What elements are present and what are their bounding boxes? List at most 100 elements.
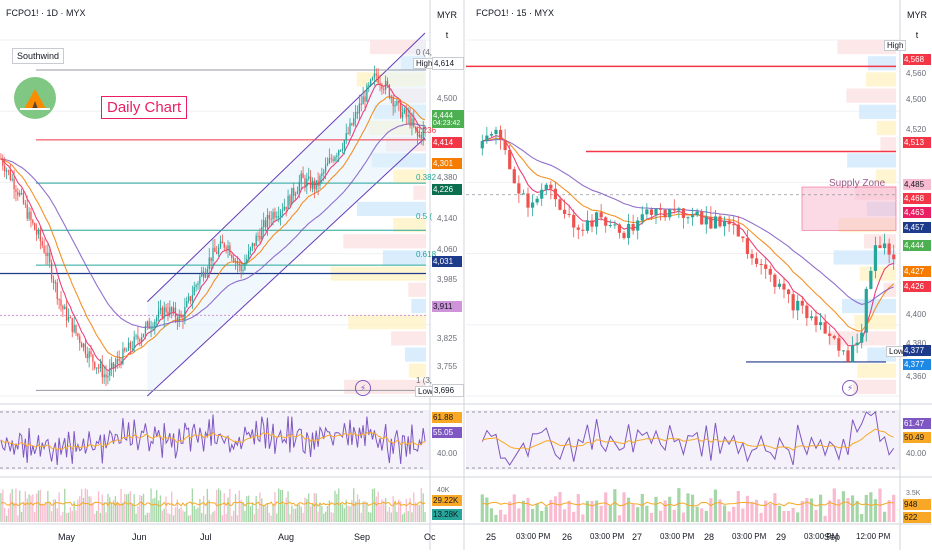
candle-body <box>37 230 40 235</box>
candle-body <box>285 206 287 210</box>
volume-bar <box>24 491 26 522</box>
candle-body <box>276 216 278 218</box>
volume-bar <box>339 502 342 522</box>
right-price-badge: 4,513 <box>903 137 931 148</box>
volume-bar <box>805 498 809 522</box>
candle-body <box>133 336 135 349</box>
volume-bar <box>88 496 90 522</box>
volume-bar <box>204 514 207 522</box>
candle-body <box>189 296 192 301</box>
right-vol-tick: 3.5K <box>906 490 921 497</box>
right-time-label: 12:00 PM <box>856 532 891 541</box>
candle-body <box>223 243 225 248</box>
volume-bar <box>28 494 30 522</box>
candle-body <box>97 367 100 369</box>
right-price-tick: 4,500 <box>906 95 927 104</box>
left-price-tick: 3,755 <box>437 362 458 371</box>
volume-bar <box>54 499 57 522</box>
volume-bar <box>409 498 411 522</box>
volume-bar <box>722 505 727 522</box>
candle-body <box>498 129 503 140</box>
volume-bar <box>424 511 426 522</box>
candle-body <box>90 351 92 355</box>
volume-bar <box>171 491 173 522</box>
volume-bar <box>796 512 800 522</box>
candle-body <box>154 321 156 328</box>
volume-bar <box>268 512 270 522</box>
candle-body <box>163 307 165 319</box>
candle-body <box>216 251 218 254</box>
volume-bar <box>244 510 246 522</box>
volume-bar <box>846 497 850 522</box>
left-lightning-icon[interactable]: ⚡ <box>355 380 371 396</box>
candle-body <box>99 363 102 369</box>
volume-bar <box>736 491 740 522</box>
candle-body <box>394 104 396 107</box>
candle-body <box>892 254 896 260</box>
volume-bar <box>26 498 28 522</box>
candle-body <box>364 96 366 102</box>
candle-body <box>201 271 203 277</box>
candle-body <box>405 109 407 117</box>
candle-body <box>204 273 207 278</box>
volume-bar <box>223 493 225 522</box>
candle-body <box>521 193 526 195</box>
candle-body <box>535 198 539 203</box>
volume-bar <box>489 508 494 522</box>
candle-body <box>182 317 184 320</box>
candle-body <box>30 211 32 221</box>
candle-body <box>791 294 795 311</box>
candle-body <box>668 209 672 218</box>
candle-body <box>268 214 270 219</box>
left-chart-panel: FCPO1! · 1D · MYX MYR t Southwind Daily … <box>0 0 466 550</box>
volume-bar <box>97 491 100 522</box>
daily-chart-annotation[interactable]: Daily Chart <box>101 96 188 119</box>
candle-body <box>293 187 295 196</box>
volume-bar <box>300 506 302 522</box>
candle-body <box>146 321 148 326</box>
volume-bar <box>415 502 417 522</box>
volume-bar <box>60 515 62 522</box>
candle-body <box>339 150 342 152</box>
right-chart-svg[interactable] <box>466 0 932 550</box>
candle-body <box>202 271 205 278</box>
volume-bar <box>32 494 34 522</box>
candle-body <box>377 75 379 83</box>
candle-body <box>69 316 72 319</box>
candle-body <box>174 307 177 318</box>
left-chart-svg[interactable] <box>0 0 466 550</box>
candle-body <box>253 243 255 246</box>
volume-bar <box>407 511 409 522</box>
volume-profile-bar <box>357 201 426 216</box>
candle-body <box>221 241 224 244</box>
volume-bar <box>777 505 782 522</box>
candle-body <box>88 351 90 359</box>
candle-body <box>686 217 690 219</box>
volume-bar <box>750 501 754 522</box>
volume-profile-bar <box>391 331 426 346</box>
candle-body <box>540 189 544 199</box>
candle-body <box>672 209 676 211</box>
right-lightning-icon[interactable]: ⚡ <box>842 380 858 396</box>
volume-bar <box>276 513 278 522</box>
candle-body <box>5 170 8 172</box>
volume-bar <box>180 507 182 522</box>
volume-profile-bar <box>382 250 426 265</box>
candle-body <box>75 325 77 334</box>
volume-bar <box>219 490 222 522</box>
candle-body <box>818 322 823 326</box>
candle-body <box>13 178 15 190</box>
volume-bar <box>768 503 772 522</box>
volume-bar <box>137 506 139 522</box>
volume-bar <box>266 504 269 522</box>
candle-body <box>658 208 663 210</box>
volume-bar <box>148 512 150 522</box>
volume-bar <box>287 491 289 522</box>
left-currency: MYR <box>437 10 457 20</box>
candle-body <box>334 157 336 161</box>
volume-bar <box>58 492 60 522</box>
volume-bar <box>324 511 327 522</box>
left-time-label: May <box>58 532 76 542</box>
candle-body <box>86 353 88 359</box>
supply-zone-box <box>801 186 897 231</box>
